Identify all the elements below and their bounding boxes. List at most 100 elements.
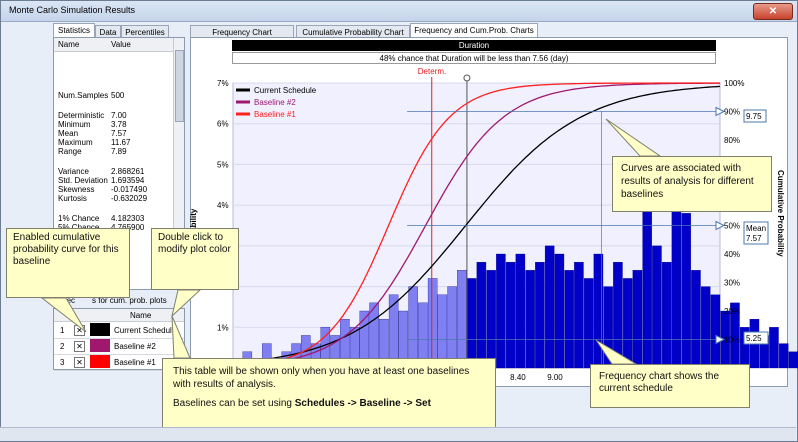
stat-value: -0.632029 bbox=[111, 194, 148, 203]
right-tick-label: 90% bbox=[724, 108, 740, 117]
cumulative-curve bbox=[232, 82, 720, 367]
stat-row: 5% Chance 4.765900 bbox=[58, 223, 144, 232]
p90-value: 9.75 bbox=[746, 112, 762, 121]
frequency-bar bbox=[778, 343, 789, 369]
frequency-bar bbox=[564, 270, 574, 369]
frequency-bar bbox=[476, 261, 487, 369]
stat-name: Variance bbox=[58, 167, 89, 176]
determ-label: Determ. bbox=[418, 67, 446, 76]
frequency-bar bbox=[486, 270, 496, 369]
stat-row: Skewness -0.017490 bbox=[58, 185, 147, 194]
baseline-row-number: 3 bbox=[60, 358, 65, 367]
right-tick-label: 40% bbox=[724, 250, 740, 259]
stat-row: Num.Samples 500 bbox=[58, 91, 124, 100]
callout-table-info: This table will be shown only when you h… bbox=[162, 358, 496, 434]
frequency-bar bbox=[535, 261, 545, 369]
title-bar: Monte Carlo Simulation Results ✕ bbox=[1, 1, 797, 22]
tab-statistics[interactable]: Statistics bbox=[53, 23, 95, 39]
tab-frequency-and-cum-prob-charts[interactable]: Frequency and Cum.Prob. Charts bbox=[410, 23, 538, 39]
mean-handle bbox=[463, 74, 471, 82]
frequency-bar bbox=[408, 286, 418, 369]
left-tick-label: 7% bbox=[217, 79, 229, 88]
baseline-name: Current Schedul bbox=[114, 326, 172, 335]
legend-label: Baseline #2 bbox=[254, 98, 296, 107]
baseline-enable-checkbox[interactable]: ✕ bbox=[74, 341, 85, 352]
close-button[interactable]: ✕ bbox=[753, 3, 793, 20]
tab-percentiles[interactable]: Percentiles bbox=[121, 25, 169, 39]
frequency-bar bbox=[769, 327, 779, 369]
col-value-header: Value bbox=[111, 40, 131, 49]
legend-label: Baseline #1 bbox=[254, 110, 296, 119]
stat-value: 7.89 bbox=[111, 147, 127, 156]
stats-scroll-thumb[interactable] bbox=[175, 50, 184, 122]
status-bar bbox=[0, 427, 796, 441]
stat-value: 7.00 bbox=[111, 111, 127, 120]
frequency-bar bbox=[437, 294, 448, 369]
baseline-selection-label-tail: s for cum. prob. plots bbox=[92, 296, 167, 305]
baseline-color-swatch[interactable] bbox=[90, 339, 110, 352]
baseline-table-header: Name bbox=[54, 309, 184, 322]
baseline-color-swatch[interactable] bbox=[90, 323, 110, 336]
frequency-bar bbox=[632, 270, 643, 369]
stat-row: 1% Chance 4.182303 bbox=[58, 214, 144, 223]
stat-value: 4.765900 bbox=[111, 223, 144, 232]
left-tick-label: 1% bbox=[217, 323, 229, 332]
percentile-marker bbox=[715, 334, 726, 345]
stats-header: Name Value bbox=[54, 38, 174, 52]
stat-value: 11.67 bbox=[111, 138, 131, 147]
stats-scrollbar[interactable] bbox=[173, 38, 184, 289]
tab-frequency-chart[interactable]: Frequency Chart bbox=[190, 25, 294, 39]
frequency-bar bbox=[691, 270, 701, 369]
stat-row: Range 7.89 bbox=[58, 147, 127, 156]
callout-enabled-curve: Enabled cumulative probability curve for… bbox=[6, 228, 130, 298]
chart-header: Duration bbox=[232, 40, 716, 51]
tab-cumulative-probability-chart[interactable]: Cumulative Probability Chart bbox=[296, 25, 410, 39]
frequency-bar bbox=[622, 278, 633, 369]
callout-curves-baselines: Curves are associated with results of an… bbox=[612, 156, 772, 212]
window-title: Monte Carlo Simulation Results bbox=[9, 5, 136, 15]
baseline-color-swatch[interactable] bbox=[90, 355, 110, 368]
stat-row: Minimum 3.78 bbox=[58, 120, 127, 129]
stat-value: 500 bbox=[111, 91, 125, 100]
stat-row: Variance 2.868261 bbox=[58, 167, 144, 176]
stat-row: Maximum 11.67 bbox=[58, 138, 130, 147]
right-tick-label: 50% bbox=[724, 222, 740, 231]
frequency-bar bbox=[388, 294, 399, 369]
chart-subheader: 48% chance that Duration will be less th… bbox=[232, 52, 716, 64]
baseline-enable-checkbox[interactable]: ✕ bbox=[74, 357, 85, 368]
baseline-row[interactable]: 2 ✕ Baseline #2 bbox=[54, 338, 184, 355]
frequency-bar bbox=[554, 253, 565, 369]
right-axis-title: Cumulative Probability bbox=[776, 170, 785, 257]
frequency-bar bbox=[642, 196, 652, 369]
frequency-bar bbox=[681, 213, 691, 369]
frequency-bar bbox=[544, 245, 555, 369]
frequency-bar bbox=[788, 351, 798, 369]
baseline-name: Baseline #1 bbox=[114, 358, 156, 367]
stat-row: Std. Deviation 1.693594 bbox=[58, 176, 144, 185]
baseline-row[interactable]: 3 ✕ Baseline #1 bbox=[54, 354, 184, 371]
tab-data[interactable]: Data bbox=[95, 25, 121, 39]
stat-name: Num.Samples bbox=[58, 91, 109, 100]
stat-row: Mean 7.57 bbox=[58, 129, 127, 138]
frequency-bar bbox=[515, 253, 526, 369]
cumulative-curve bbox=[232, 82, 720, 367]
p10-box bbox=[743, 331, 769, 345]
percentile-marker bbox=[715, 106, 726, 117]
x-tick-label: 9.00 bbox=[547, 373, 563, 382]
stat-name: Range bbox=[58, 147, 82, 156]
right-tick-label: 10% bbox=[724, 336, 740, 345]
stat-value: 7.57 bbox=[111, 129, 127, 138]
cumulative-curve bbox=[232, 85, 721, 364]
frequency-bar bbox=[457, 270, 467, 369]
baseline-row-number: 2 bbox=[60, 342, 65, 351]
frequency-bar bbox=[613, 261, 623, 369]
frequency-bar bbox=[496, 253, 506, 369]
p90-box bbox=[743, 109, 767, 123]
stat-row: Kurtosis -0.632029 bbox=[58, 194, 147, 203]
frequency-bar bbox=[700, 286, 711, 369]
stat-name: Kurtosis bbox=[58, 194, 87, 203]
stat-name: Std. Deviation bbox=[58, 176, 108, 185]
frequency-bar bbox=[710, 294, 721, 369]
mean-value: 7.57 bbox=[746, 234, 762, 243]
